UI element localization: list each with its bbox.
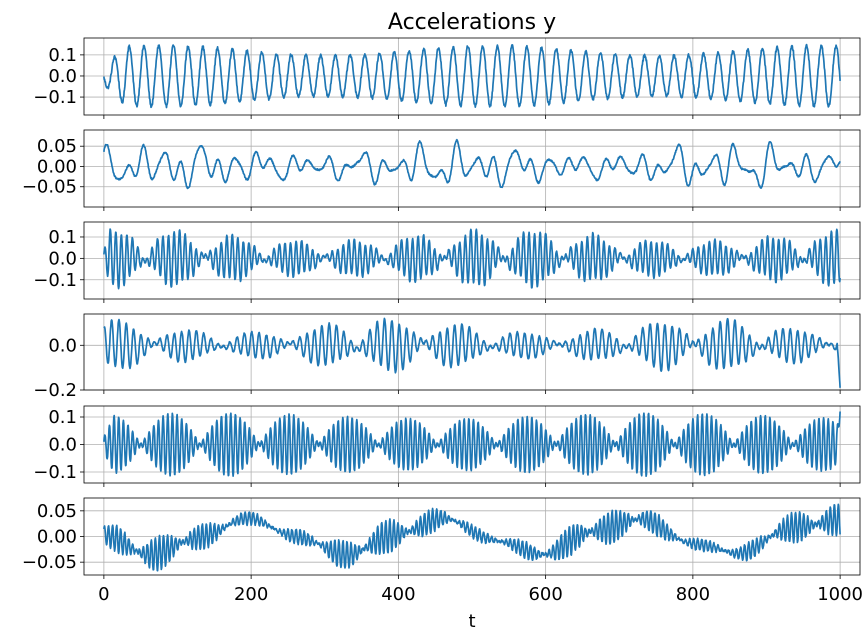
axes-frame [83, 405, 861, 484]
signal-line-5 [103, 411, 841, 478]
x-tick-label: 400 [381, 584, 415, 605]
x-tick-label: 0 [98, 584, 109, 605]
axes-frame [83, 497, 861, 576]
y-tick-label: −0.05 [22, 552, 77, 573]
subplot-5: −0.1 0.0 0.1 [33, 405, 861, 487]
subplot-6: −0.05 0.00 0.05 0 200 400 600 800 1000 [22, 497, 863, 605]
y-tick-label: −0.1 [33, 462, 77, 483]
signal-line-2 [103, 138, 841, 190]
y-tick-label: −0.2 [33, 380, 77, 401]
chart-title: Accelerations y [388, 10, 556, 35]
axes-frame [83, 221, 861, 300]
x-tick-label: 1000 [817, 584, 863, 605]
axes-frame [83, 129, 861, 208]
y-tick-label: 0.00 [37, 156, 77, 177]
signal-line-4 [103, 317, 841, 388]
y-tick-label: 0.1 [48, 45, 77, 66]
y-tick-label: 0.0 [48, 435, 77, 456]
subplot-4: −0.2 0.0 [33, 313, 861, 401]
y-tick-label: −0.1 [33, 270, 77, 291]
x-tick-label: 800 [676, 584, 710, 605]
y-tick-label: 0.0 [48, 248, 77, 269]
y-tick-label: 0.1 [48, 407, 77, 428]
x-tick-label: 200 [234, 584, 268, 605]
y-tick-label: −0.1 [33, 87, 77, 108]
y-tick-label: 0.1 [48, 227, 77, 248]
signal-line-1 [103, 43, 841, 109]
x-tick-label: 600 [528, 584, 562, 605]
y-tick-label: 0.05 [37, 136, 77, 157]
x-axis-label: t [468, 611, 475, 632]
axes-frame [83, 37, 861, 116]
subplot-3: −0.10.00.1 [33, 221, 861, 303]
subplot-1: −0.10.00.1 [33, 37, 861, 119]
subplot-2: −0.050.000.05 [22, 129, 861, 211]
y-tick-label: −0.05 [22, 177, 77, 198]
signal-line-3 [103, 228, 841, 290]
y-tick-label: 0.0 [48, 335, 77, 356]
y-tick-label: 0.0 [48, 66, 77, 87]
axes-frame [83, 313, 861, 391]
subplot-stack: −0.10.00.1−0.050.000.05−0.10.00.1−0.20.0… [22, 37, 863, 605]
y-tick-label: 0.05 [37, 501, 77, 522]
y-tick-label: 0.00 [37, 527, 77, 548]
signal-line-6 [103, 503, 841, 572]
